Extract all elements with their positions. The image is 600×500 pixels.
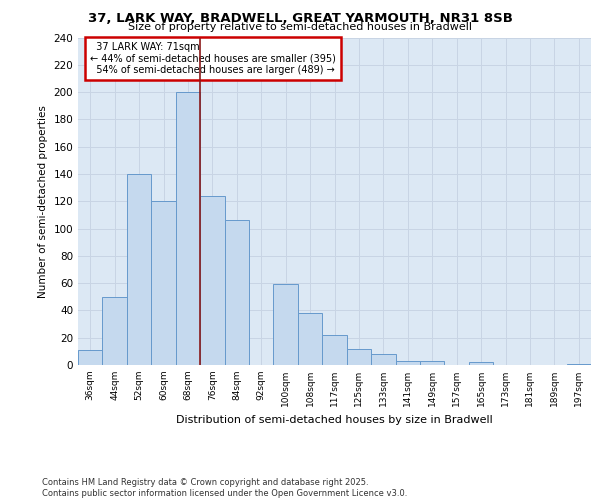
Bar (127, 174, 151, 365)
Bar (347, 348, 371, 365)
Text: 37 LARK WAY: 71sqm
← 44% of semi-detached houses are smaller (395)
  54% of semi: 37 LARK WAY: 71sqm ← 44% of semi-detache… (90, 42, 336, 75)
Text: Contains HM Land Registry data © Crown copyright and database right 2025.
Contai: Contains HM Land Registry data © Crown c… (42, 478, 407, 498)
Bar (200, 196, 224, 365)
Bar (469, 362, 493, 365)
Bar (298, 313, 322, 365)
Y-axis label: Number of semi-detached properties: Number of semi-detached properties (38, 105, 48, 298)
Bar (566, 364, 591, 365)
Bar (224, 220, 249, 365)
Bar (78, 350, 103, 365)
Bar (420, 361, 445, 365)
Bar (395, 361, 420, 365)
Bar (371, 354, 395, 365)
Bar (176, 92, 200, 365)
Text: Size of property relative to semi-detached houses in Bradwell: Size of property relative to semi-detach… (128, 22, 472, 32)
X-axis label: Distribution of semi-detached houses by size in Bradwell: Distribution of semi-detached houses by … (176, 414, 493, 424)
Text: 37, LARK WAY, BRADWELL, GREAT YARMOUTH, NR31 8SB: 37, LARK WAY, BRADWELL, GREAT YARMOUTH, … (88, 12, 512, 26)
Bar (322, 335, 347, 365)
Bar (151, 201, 176, 365)
Bar (274, 284, 298, 365)
Bar (103, 297, 127, 365)
